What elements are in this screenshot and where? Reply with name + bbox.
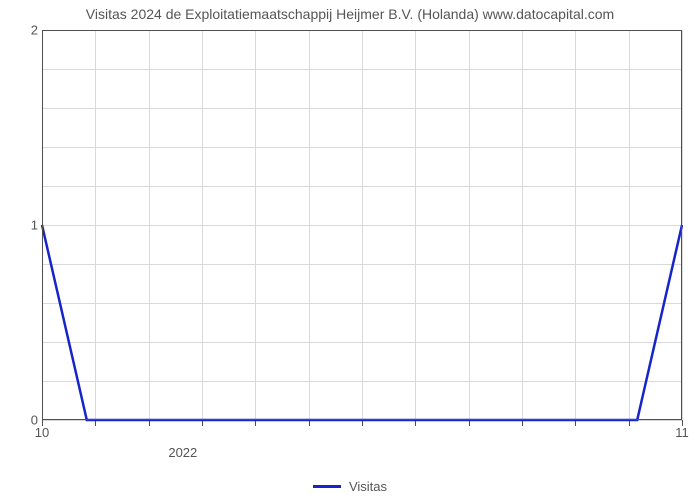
gridline-v <box>682 30 683 420</box>
y-tick-label: 2 <box>24 23 38 38</box>
chart-title: Visitas 2024 de Exploitatiemaatschappij … <box>0 6 700 22</box>
legend-swatch <box>313 485 341 488</box>
x-tick-label: 11 <box>675 425 689 440</box>
legend: Visitas <box>0 478 700 494</box>
x-tick-label: 10 <box>35 425 49 440</box>
x-secondary-label: 2022 <box>168 445 197 460</box>
plot-area: 012 1011 2022 <box>42 30 682 420</box>
y-tick-label: 1 <box>24 218 38 233</box>
legend-label: Visitas <box>349 479 387 494</box>
plot-border <box>42 30 682 420</box>
